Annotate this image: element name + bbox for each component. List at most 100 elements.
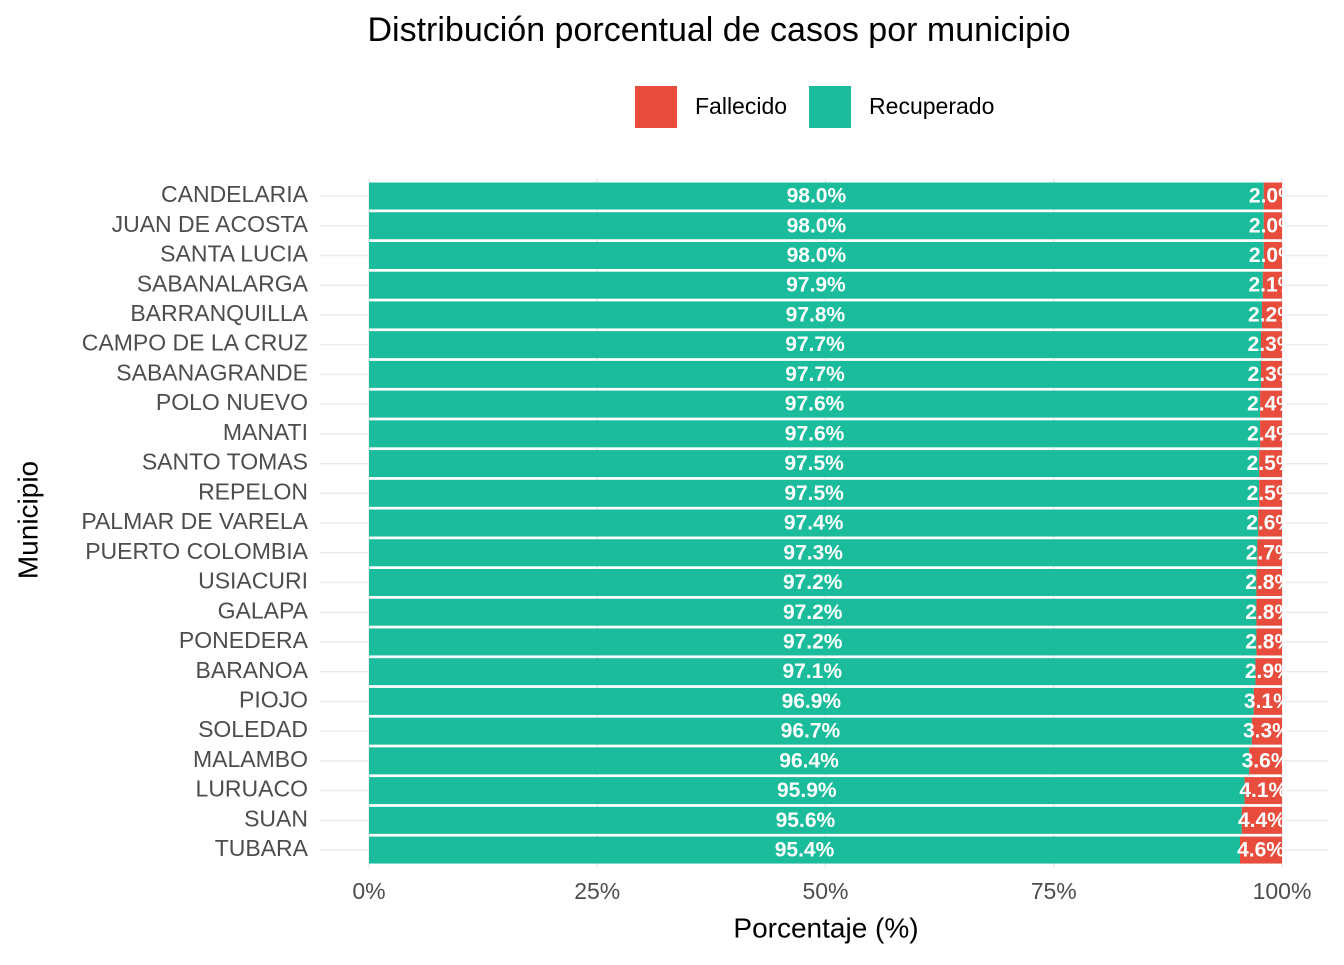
data-label: 96.4%	[779, 749, 839, 772]
data-label: 97.8%	[786, 303, 846, 326]
data-label: 97.5%	[784, 482, 844, 505]
y-tick-label: MANATI	[223, 419, 308, 445]
bar-segment	[1256, 628, 1282, 656]
y-tick-label: BARANOA	[196, 657, 309, 683]
x-tick-label: 25%	[574, 878, 620, 904]
data-label: 2.0%	[1249, 214, 1297, 237]
data-label: 2.5%	[1247, 452, 1295, 475]
data-label: 97.5%	[784, 452, 844, 475]
y-tick-label: MALAMBO	[193, 746, 308, 772]
y-tick-label: GALAPA	[218, 597, 309, 623]
y-tick-label: POLO NUEVO	[156, 389, 308, 415]
bar-segment	[1255, 658, 1282, 686]
bar-segment	[369, 301, 1262, 329]
bar-segment	[1256, 598, 1282, 626]
bar-segment	[369, 777, 1245, 805]
data-label: 2.5%	[1247, 482, 1295, 505]
y-tick-label: SABANALARGA	[137, 270, 309, 296]
y-tick-label: SABANAGRANDE	[116, 359, 308, 385]
x-tick-label: 75%	[1031, 878, 1077, 904]
data-label: 2.0%	[1249, 244, 1297, 267]
data-label: 3.1%	[1244, 690, 1292, 713]
y-tick-label: REPELON	[198, 478, 308, 504]
data-label: 2.8%	[1245, 630, 1293, 653]
data-label: 97.1%	[782, 660, 842, 683]
y-tick-label: SOLEDAD	[198, 716, 308, 742]
chart-title: Distribución porcentual de casos por mun…	[367, 11, 1070, 49]
y-tick-label: SANTO TOMAS	[142, 449, 308, 475]
bar-segment	[369, 628, 1257, 656]
data-label: 97.6%	[785, 393, 845, 416]
data-label: 2.0%	[1249, 185, 1297, 208]
data-label: 97.2%	[783, 571, 843, 594]
data-label: 98.0%	[787, 214, 847, 237]
bar-segment	[369, 450, 1260, 478]
y-tick-label: CAMPO DE LA CRUZ	[82, 330, 308, 356]
bar-segment	[1263, 212, 1282, 240]
data-label: 2.2%	[1248, 303, 1296, 326]
data-label: 2.3%	[1248, 333, 1296, 356]
bar-segment	[369, 479, 1260, 507]
plot-panel: 98.0% 2.0% 98.0% 2.0% 98.0% 2.0% 97.9% 2.1% 97.8…	[369, 182, 1297, 864]
bar-segment	[369, 836, 1241, 864]
data-label: 2.6%	[1246, 512, 1294, 535]
bar-segment	[369, 420, 1261, 448]
data-label: 2.3%	[1248, 363, 1296, 386]
legend-swatch	[635, 86, 677, 128]
y-tick-label: PIOJO	[239, 686, 308, 712]
legend-label: Recuperado	[869, 93, 994, 119]
bar-segment	[369, 331, 1262, 359]
x-tick-label: 0%	[352, 878, 385, 904]
data-label: 2.4%	[1247, 422, 1295, 445]
x-tick-label: 100%	[1253, 878, 1312, 904]
y-tick-label: CANDELARIA	[161, 181, 309, 207]
bar-segment	[369, 390, 1261, 418]
y-axis-title: Municipio	[12, 461, 43, 579]
y-tick-label: PUERTO COLOMBIA	[85, 538, 308, 564]
data-label: 95.6%	[776, 809, 836, 832]
legend-label: Fallecido	[695, 93, 787, 119]
bar-segment	[369, 598, 1257, 626]
data-label: 3.6%	[1242, 749, 1290, 772]
bar-segment	[1263, 182, 1282, 210]
y-tick-label: BARRANQUILLA	[130, 300, 308, 326]
data-label: 97.7%	[785, 363, 845, 386]
bar-segment	[1261, 301, 1282, 329]
legend-swatch	[809, 86, 852, 128]
data-label: 95.9%	[777, 779, 837, 802]
bar-segment	[369, 687, 1254, 715]
data-label: 97.4%	[784, 512, 844, 535]
bar-segment	[369, 717, 1252, 745]
bar-segment	[369, 212, 1264, 240]
bar-segment	[1257, 539, 1282, 567]
bar-segment	[369, 271, 1263, 299]
bar-segment	[1249, 747, 1282, 775]
bar-segment	[369, 658, 1256, 686]
bar-segment	[1259, 450, 1282, 478]
data-label: 97.9%	[786, 274, 846, 297]
bar-segment	[1259, 479, 1282, 507]
bar-segment	[369, 360, 1262, 388]
data-label: 2.8%	[1245, 601, 1293, 624]
bar-segment	[369, 539, 1258, 567]
x-tick-label: 50%	[802, 878, 848, 904]
bar-segment	[1263, 241, 1282, 269]
bar-segment	[1251, 717, 1282, 745]
data-label: 2.9%	[1245, 660, 1293, 683]
y-tick-label: USIACURI	[198, 568, 308, 594]
y-tick-label: JUAN DE ACOSTA	[112, 211, 309, 237]
bar-segment	[1262, 271, 1282, 299]
bar-segment	[1260, 420, 1282, 448]
data-label: 95.4%	[775, 839, 835, 862]
bar-segment	[369, 241, 1264, 269]
y-tick-label: SUAN	[244, 805, 308, 831]
bar-segment	[369, 568, 1257, 596]
y-tick-label: TUBARA	[215, 835, 309, 861]
data-label: 97.2%	[783, 601, 843, 624]
data-label: 97.3%	[783, 541, 843, 564]
bar-segment	[1261, 360, 1282, 388]
data-label: 97.2%	[783, 630, 843, 653]
data-label: 2.4%	[1247, 393, 1295, 416]
bar-segment	[1253, 687, 1282, 715]
